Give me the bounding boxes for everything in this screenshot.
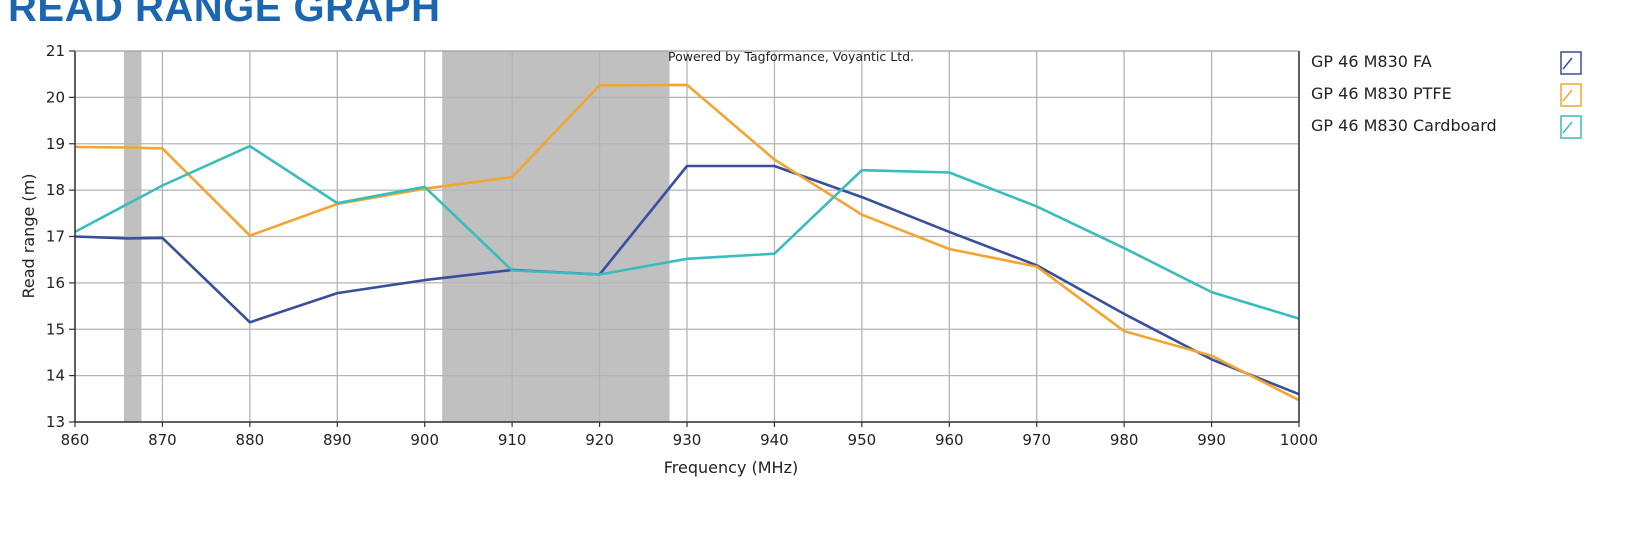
legend-swatch-2 [1560, 83, 1582, 107]
y-tick-label: 18 [46, 181, 65, 199]
x-tick-label: 940 [760, 431, 789, 449]
legend: GP 46 M830 FA GP 46 M830 PTFE GP 46 M830 C… [1311, 51, 1582, 139]
x-tick-label: 860 [61, 431, 90, 449]
y-tick-label: 21 [46, 42, 65, 60]
x-axis-title: Frequency (MHz) [664, 458, 798, 477]
x-tick-label: 990 [1197, 431, 1226, 449]
x-tick-label: 890 [323, 431, 352, 449]
x-tick-label: 960 [935, 431, 964, 449]
y-tick-label: 15 [46, 320, 65, 338]
series-line-1 [74, 164, 1300, 396]
legend-swatch-3 [1560, 115, 1582, 139]
y-tick-label: 20 [46, 88, 65, 106]
x-tick-label: 950 [848, 431, 877, 449]
x-tick-label: 900 [410, 431, 439, 449]
legend-swatch-1 [1560, 51, 1582, 75]
y-tick-label: 17 [46, 228, 65, 246]
legend-label: GP 46 M830 PTFE [1311, 84, 1452, 103]
legend-label: GP 46 M830 Cardboard [1311, 116, 1497, 135]
series-lines [74, 83, 1300, 402]
x-tick-label: 930 [673, 431, 702, 449]
series-line-2 [74, 83, 1300, 402]
powered-by-annotation: Powered by Tagformance, Voyantic Ltd. [668, 49, 914, 64]
tick-labels: 860 870 880 890 900 910 920 930 940 950 960 970 980 9… [46, 42, 1318, 449]
x-tick-label: 910 [498, 431, 527, 449]
x-tick-label: 870 [148, 431, 177, 449]
y-axis-title: Read range (m) [19, 174, 38, 299]
x-tick-label: 920 [585, 431, 614, 449]
y-tick-label: 16 [46, 274, 65, 292]
page-title: READ RANGE GRAPH [8, 0, 441, 30]
y-tick-label: 13 [46, 413, 65, 431]
legend-label: GP 46 M830 FA [1311, 52, 1432, 71]
grid [74, 50, 1300, 423]
x-tick-label: 970 [1022, 431, 1051, 449]
x-tick-label: 980 [1110, 431, 1139, 449]
x-tick-label: 1000 [1280, 431, 1318, 449]
series-line-3 [74, 144, 1300, 320]
y-tick-label: 19 [46, 135, 65, 153]
x-tick-label: 880 [236, 431, 265, 449]
y-tick-label: 14 [46, 367, 65, 385]
